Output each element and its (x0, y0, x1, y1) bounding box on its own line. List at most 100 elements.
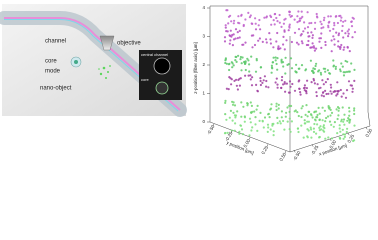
cloud-dot (303, 84, 306, 87)
cloud-dot (244, 68, 247, 72)
cloud-dot (330, 123, 333, 126)
cloud-dot (338, 136, 341, 139)
cloud-dot (330, 137, 334, 140)
cloud-dot (347, 80, 351, 83)
cloud-dot (308, 22, 311, 25)
cloud-dot (269, 128, 272, 131)
cloud-dot (228, 116, 231, 119)
z-tick-label: 2 (202, 62, 205, 67)
cloud-dot (296, 127, 300, 130)
cloud-dot (330, 39, 333, 42)
cloud-dot (254, 22, 257, 25)
cloud-dot (295, 71, 298, 74)
cloud-dot (265, 79, 268, 83)
cloud-dot (288, 128, 291, 131)
cloud-dot (306, 120, 309, 123)
cloud-dot (261, 40, 264, 44)
cloud-dot (340, 95, 343, 98)
cloud-dot (290, 104, 293, 108)
cloud-dot (259, 66, 263, 69)
cloud-dot (288, 104, 291, 107)
cloud-dot (275, 62, 278, 66)
x-tick-label: 0.00 (328, 139, 337, 150)
cloud-dot (256, 104, 259, 107)
cloud-dot (285, 39, 288, 42)
cloud-dot (318, 69, 321, 72)
cloud-dot (224, 57, 227, 60)
cloud-dot (258, 119, 261, 122)
cloud-dot (323, 109, 326, 112)
cloud-dot (298, 67, 301, 70)
cloud-dot (310, 31, 313, 34)
cloud-dot (224, 99, 227, 102)
cloud-dot (235, 78, 238, 81)
cloud-dot (270, 15, 273, 19)
cloud-dot (327, 24, 330, 27)
cloud-dot (306, 128, 309, 131)
cloud-dot (280, 110, 283, 113)
cloud-dot (317, 106, 320, 109)
cloud-dot (320, 27, 323, 30)
cloud-dot (272, 134, 275, 137)
cloud-dot (277, 47, 280, 50)
cloud-dot (288, 23, 291, 26)
cloud-dot (274, 81, 277, 84)
cloud-dot (329, 90, 332, 93)
cloud-dot (342, 48, 345, 51)
cloud-dot (283, 30, 286, 33)
cloud-dot (237, 15, 240, 18)
cloud-dot (230, 61, 233, 64)
x-tick (347, 132, 350, 136)
cloud-dot (342, 92, 345, 95)
cloud-dot (278, 13, 281, 17)
cloud-dot (338, 124, 341, 127)
cloud-dot (298, 20, 301, 23)
cloud-dot (227, 88, 230, 91)
inset: central channel core (139, 50, 182, 100)
cloud-dot (314, 64, 317, 68)
cloud-dot (306, 135, 309, 138)
box-edges (209, 5, 371, 153)
cloud-dot (293, 31, 297, 34)
cloud-dot (230, 83, 233, 86)
cloud-dot (274, 12, 277, 16)
cloud-dot (312, 130, 316, 133)
cloud-dot (249, 74, 252, 77)
cloud-dot (334, 67, 337, 70)
cloud-dot (280, 116, 283, 119)
cloud-dot (324, 81, 327, 84)
cloud-dot (328, 120, 332, 123)
cloud-dot (322, 19, 326, 22)
cloud-dot (243, 120, 246, 123)
cloud-dot (314, 21, 317, 24)
cloud-dot (250, 55, 253, 58)
cloud-dot (232, 38, 236, 41)
cloud-dot (269, 107, 273, 110)
cloud-dot (324, 89, 327, 92)
cloud-dot (231, 66, 234, 69)
cloud-dot (306, 31, 309, 34)
cloud-dot (271, 124, 274, 127)
cloud-dot (350, 25, 354, 28)
cloud-dot (248, 134, 251, 137)
cloud-dot (342, 120, 345, 123)
cloud-dot (350, 20, 353, 23)
cloud-dot (336, 106, 340, 109)
cloud-dot (280, 58, 283, 61)
cloud-dot (290, 67, 294, 70)
cloud-dot (239, 55, 242, 59)
cloud-dot (282, 119, 285, 123)
cloud-dot (295, 63, 298, 66)
cloud-dot (329, 83, 332, 86)
cloud-dot (233, 19, 236, 22)
cloud-dot (276, 31, 279, 35)
y-tick (284, 150, 287, 154)
cloud-dot (232, 111, 235, 114)
cloud-dot (314, 118, 317, 121)
cloud-dot (311, 116, 314, 119)
cloud-dot (301, 15, 304, 18)
cloud-dot (328, 29, 332, 32)
z-axis-label: z-position (fiber axis) [µm] (193, 42, 198, 94)
cloud-dot (296, 21, 299, 24)
cloud-dot (259, 77, 262, 80)
